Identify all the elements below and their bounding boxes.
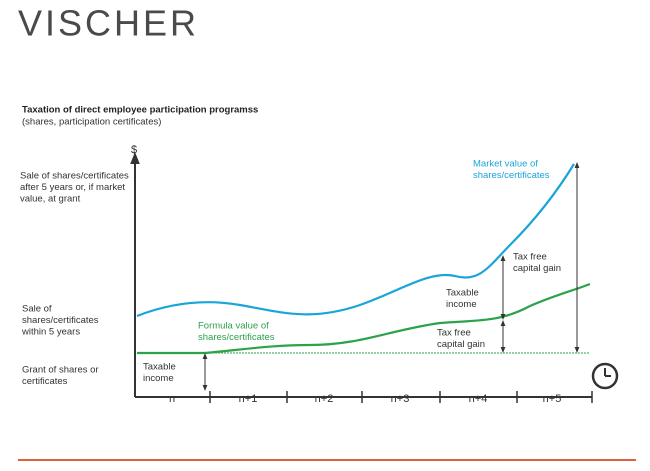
period-label: n+2	[315, 393, 334, 405]
value-arrows	[202, 162, 580, 391]
annotation: shares/certificates	[198, 332, 275, 343]
logo: VISCHER	[18, 3, 199, 44]
market-value-curve	[136, 163, 575, 318]
y-axis-label: $	[131, 144, 137, 156]
annotation: shares/certificates	[473, 170, 550, 181]
annotation: capital gain	[437, 339, 485, 350]
annotation: capital gain	[513, 263, 561, 274]
period-label: n+3	[391, 393, 410, 405]
row-label: certificates	[22, 376, 68, 387]
row-label: Sale of shares/certificates	[20, 171, 129, 182]
annotation: income	[446, 299, 477, 310]
title: Taxation of direct employee participatio…	[22, 105, 258, 116]
formula-value-curve	[137, 282, 591, 355]
period-ticks	[209, 391, 593, 403]
annotation: Taxable	[446, 288, 479, 299]
annotation: Tax free	[437, 328, 471, 339]
annotation: Tax free	[513, 252, 547, 263]
period-label: n+1	[239, 393, 258, 405]
row-label: shares/certificates	[22, 315, 99, 326]
annotation: income	[143, 373, 174, 384]
period-label: n+4	[469, 393, 488, 405]
subtitle: (shares, participation certificates)	[22, 117, 161, 128]
annotation: Taxable	[143, 362, 176, 373]
annotation: Formula value of	[198, 321, 269, 332]
row-label: after 5 years or, if market	[20, 182, 125, 193]
row-label: Sale of	[22, 304, 52, 315]
clock-icon	[591, 362, 619, 390]
annotation: Market value of	[473, 159, 538, 170]
period-label: n+5	[543, 393, 562, 405]
row-label: Grant of shares or	[22, 365, 99, 376]
row-label: value, at grant	[20, 194, 81, 205]
period-label: n	[169, 393, 175, 405]
row-label: within 5 years	[21, 327, 80, 338]
